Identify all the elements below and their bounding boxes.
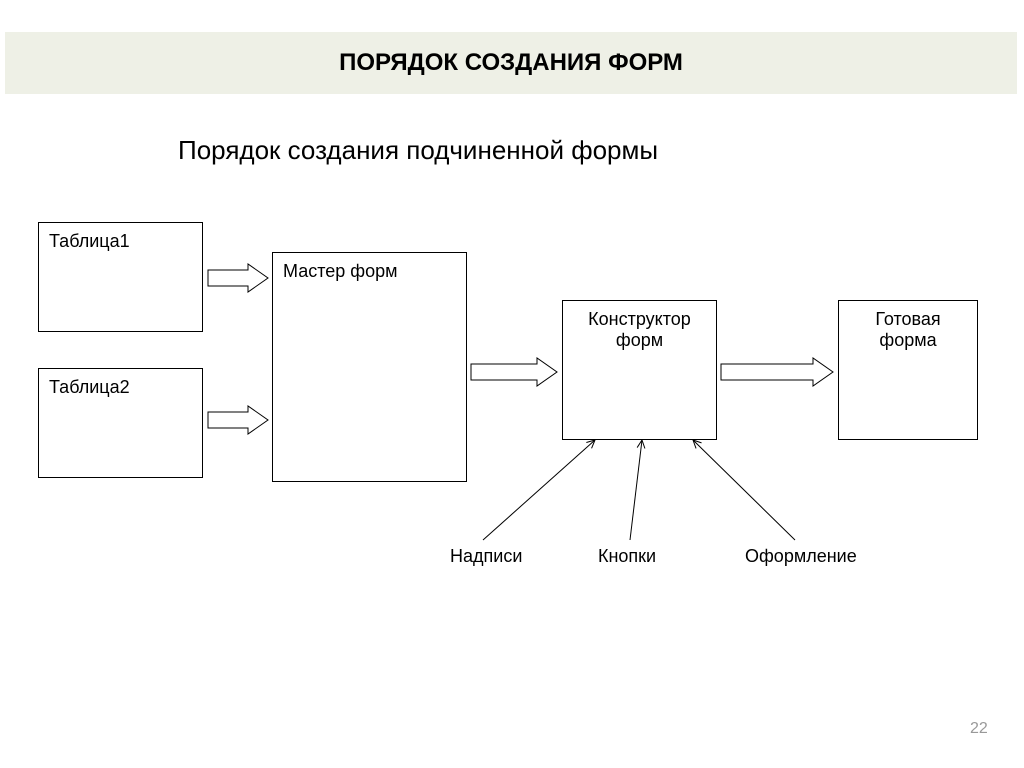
- title-text: ПОРЯДОК СОЗДАНИЯ ФОРМ: [339, 49, 683, 77]
- subtitle: Порядок создания подчиненной формы: [178, 135, 658, 166]
- label-knopki: Кнопки: [598, 546, 656, 567]
- box-table1: Таблица1: [38, 222, 203, 332]
- box-master: Мастер форм: [272, 252, 467, 482]
- box-table2-label: Таблица2: [49, 377, 130, 397]
- label-nadpisi: Надписи: [450, 546, 522, 567]
- box-constructor: Конструктор форм: [562, 300, 717, 440]
- box-table2: Таблица2: [38, 368, 203, 478]
- box-table1-label: Таблица1: [49, 231, 130, 251]
- label-oformlenie: Оформление: [745, 546, 857, 567]
- page-number: 22: [970, 720, 988, 738]
- box-constructor-label: Конструктор форм: [588, 309, 691, 350]
- box-ready-label: Готовая форма: [875, 309, 940, 350]
- box-master-label: Мастер форм: [283, 261, 397, 281]
- box-ready: Готовая форма: [838, 300, 978, 440]
- title-bar: ПОРЯДОК СОЗДАНИЯ ФОРМ: [5, 32, 1017, 94]
